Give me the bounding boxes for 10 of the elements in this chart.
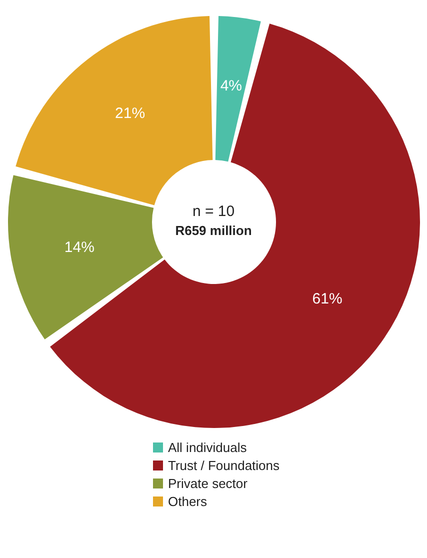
data-label: 61%: [312, 290, 342, 308]
text: R659 million: [175, 223, 252, 238]
text: n = 10: [192, 203, 235, 220]
legend-label: Trust / Foundations: [168, 458, 280, 473]
data-label: 4%: [220, 78, 242, 95]
legend-label: Private sector: [168, 476, 248, 491]
legend-label: All individuals: [168, 440, 248, 455]
data-label: 14%: [64, 239, 94, 256]
data-label: 21%: [115, 105, 146, 122]
legend-label: Others: [168, 494, 208, 509]
